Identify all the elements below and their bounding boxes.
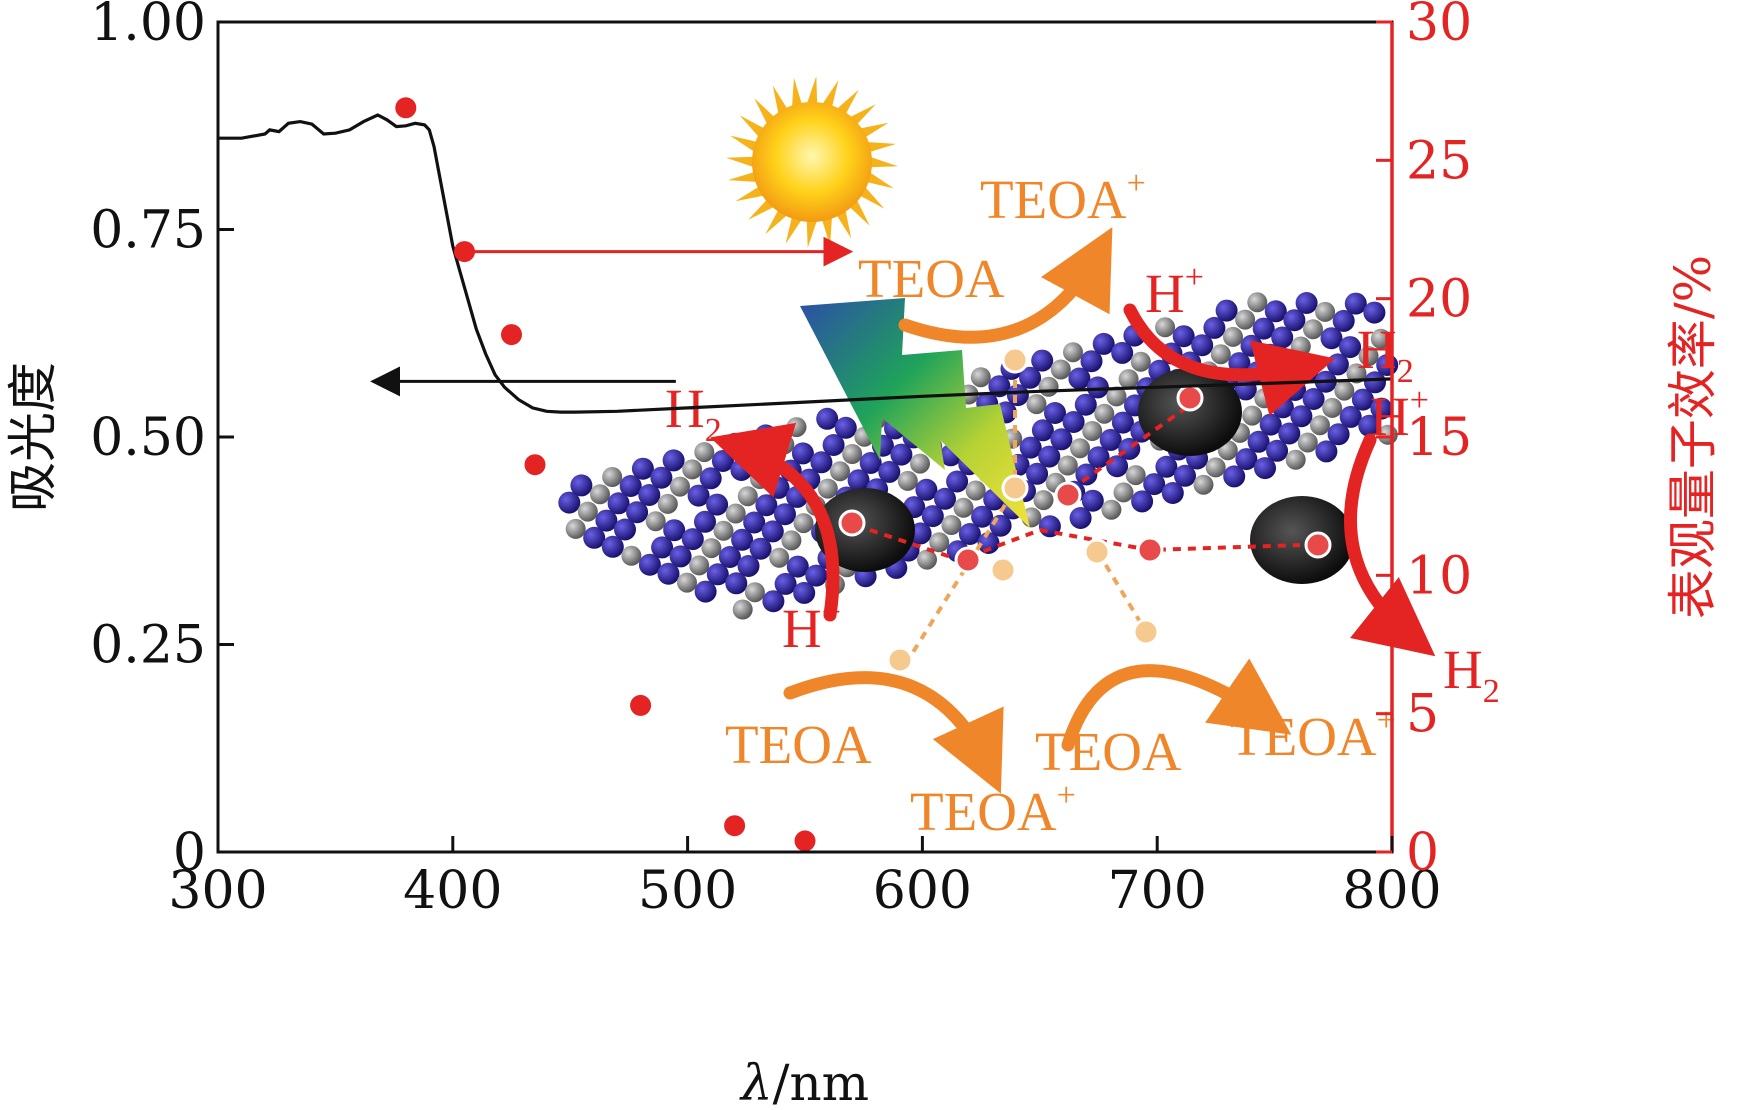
teoa-plus-label: TEOA+ [910, 777, 1076, 842]
y-left-tick-label: 0.50 [90, 408, 206, 468]
reaction-arrow [710, 422, 840, 622]
aqe-data-point [501, 324, 522, 346]
y-right-tick-label: 25 [1406, 131, 1472, 191]
reaction-arrow [783, 671, 1004, 794]
photocatalysis-schematic: TEOA+ TEOA H+ H2 H2 H+ H+ H2 TEOA TEOA T… [558, 76, 1500, 842]
x-tick-label: 400 [403, 861, 502, 921]
aqe-data-point [454, 241, 475, 263]
x-tick-label: 800 [1342, 861, 1441, 921]
x-tick-label: 500 [638, 861, 737, 921]
reaction-arrow [1344, 433, 1436, 657]
y-right-tick-label: 20 [1406, 270, 1472, 330]
aqe-data-point [724, 815, 746, 837]
teoa-plus-label: TEOA+ [980, 165, 1146, 230]
y-left-axis-title: 吸光度 [4, 362, 62, 512]
aqe-data-point [630, 694, 652, 716]
h-plus-label: H+ [1145, 259, 1204, 324]
h2-label: H2 [1443, 639, 1500, 710]
aqe-data-point [524, 454, 546, 476]
x-tick-label: 700 [1108, 861, 1207, 921]
y-right-tick-label: 10 [1406, 546, 1472, 606]
y-right-tick-label: 0 [1406, 823, 1439, 883]
carrier-markers [838, 346, 1332, 674]
teoa-label: TEOA [858, 248, 1005, 309]
h2-label: H2 [665, 378, 722, 449]
teoa-label: TEOA [725, 714, 872, 775]
x-tick-label: 300 [168, 861, 267, 921]
reaction-arrow [1123, 303, 1336, 416]
y-left-tick-label: 0.75 [90, 201, 206, 261]
y-right-axis-title: 表观量子效率/% [1664, 255, 1722, 619]
aqe-data-point [794, 830, 816, 852]
y-left-tick-label: 0.25 [90, 616, 206, 676]
annotation-labels: TEOA+ TEOA H+ H2 H2 H+ H+ H2 TEOA TEOA T… [665, 165, 1500, 842]
aqe-data-point [395, 97, 417, 119]
h2-label: H2 [1357, 319, 1414, 390]
absorbance-series-line [218, 113, 1393, 414]
sun-icon [726, 76, 898, 248]
lightning-bolt-icon [800, 298, 1030, 528]
x-tick-label: 600 [873, 861, 972, 921]
y-left-tick-label: 0 [173, 823, 206, 883]
reaction-arrow [898, 227, 1113, 344]
x-axis-title: λ/nm [739, 1054, 869, 1110]
teoa-plus-label: TEOA+ [1230, 702, 1396, 767]
y-right-tick-label: 5 [1406, 685, 1439, 745]
y-right-tick-label: 30 [1406, 0, 1472, 53]
reaction-arrow [1061, 658, 1292, 752]
y-right-tick-label: 15 [1406, 408, 1472, 468]
teoa-label: TEOA [1035, 721, 1182, 782]
charge-transfer-paths [869, 365, 1301, 667]
h-plus-label: H+ [782, 594, 841, 659]
y-left-tick-label: 1.00 [90, 0, 206, 53]
cocatalyst-cluster [815, 368, 1354, 584]
